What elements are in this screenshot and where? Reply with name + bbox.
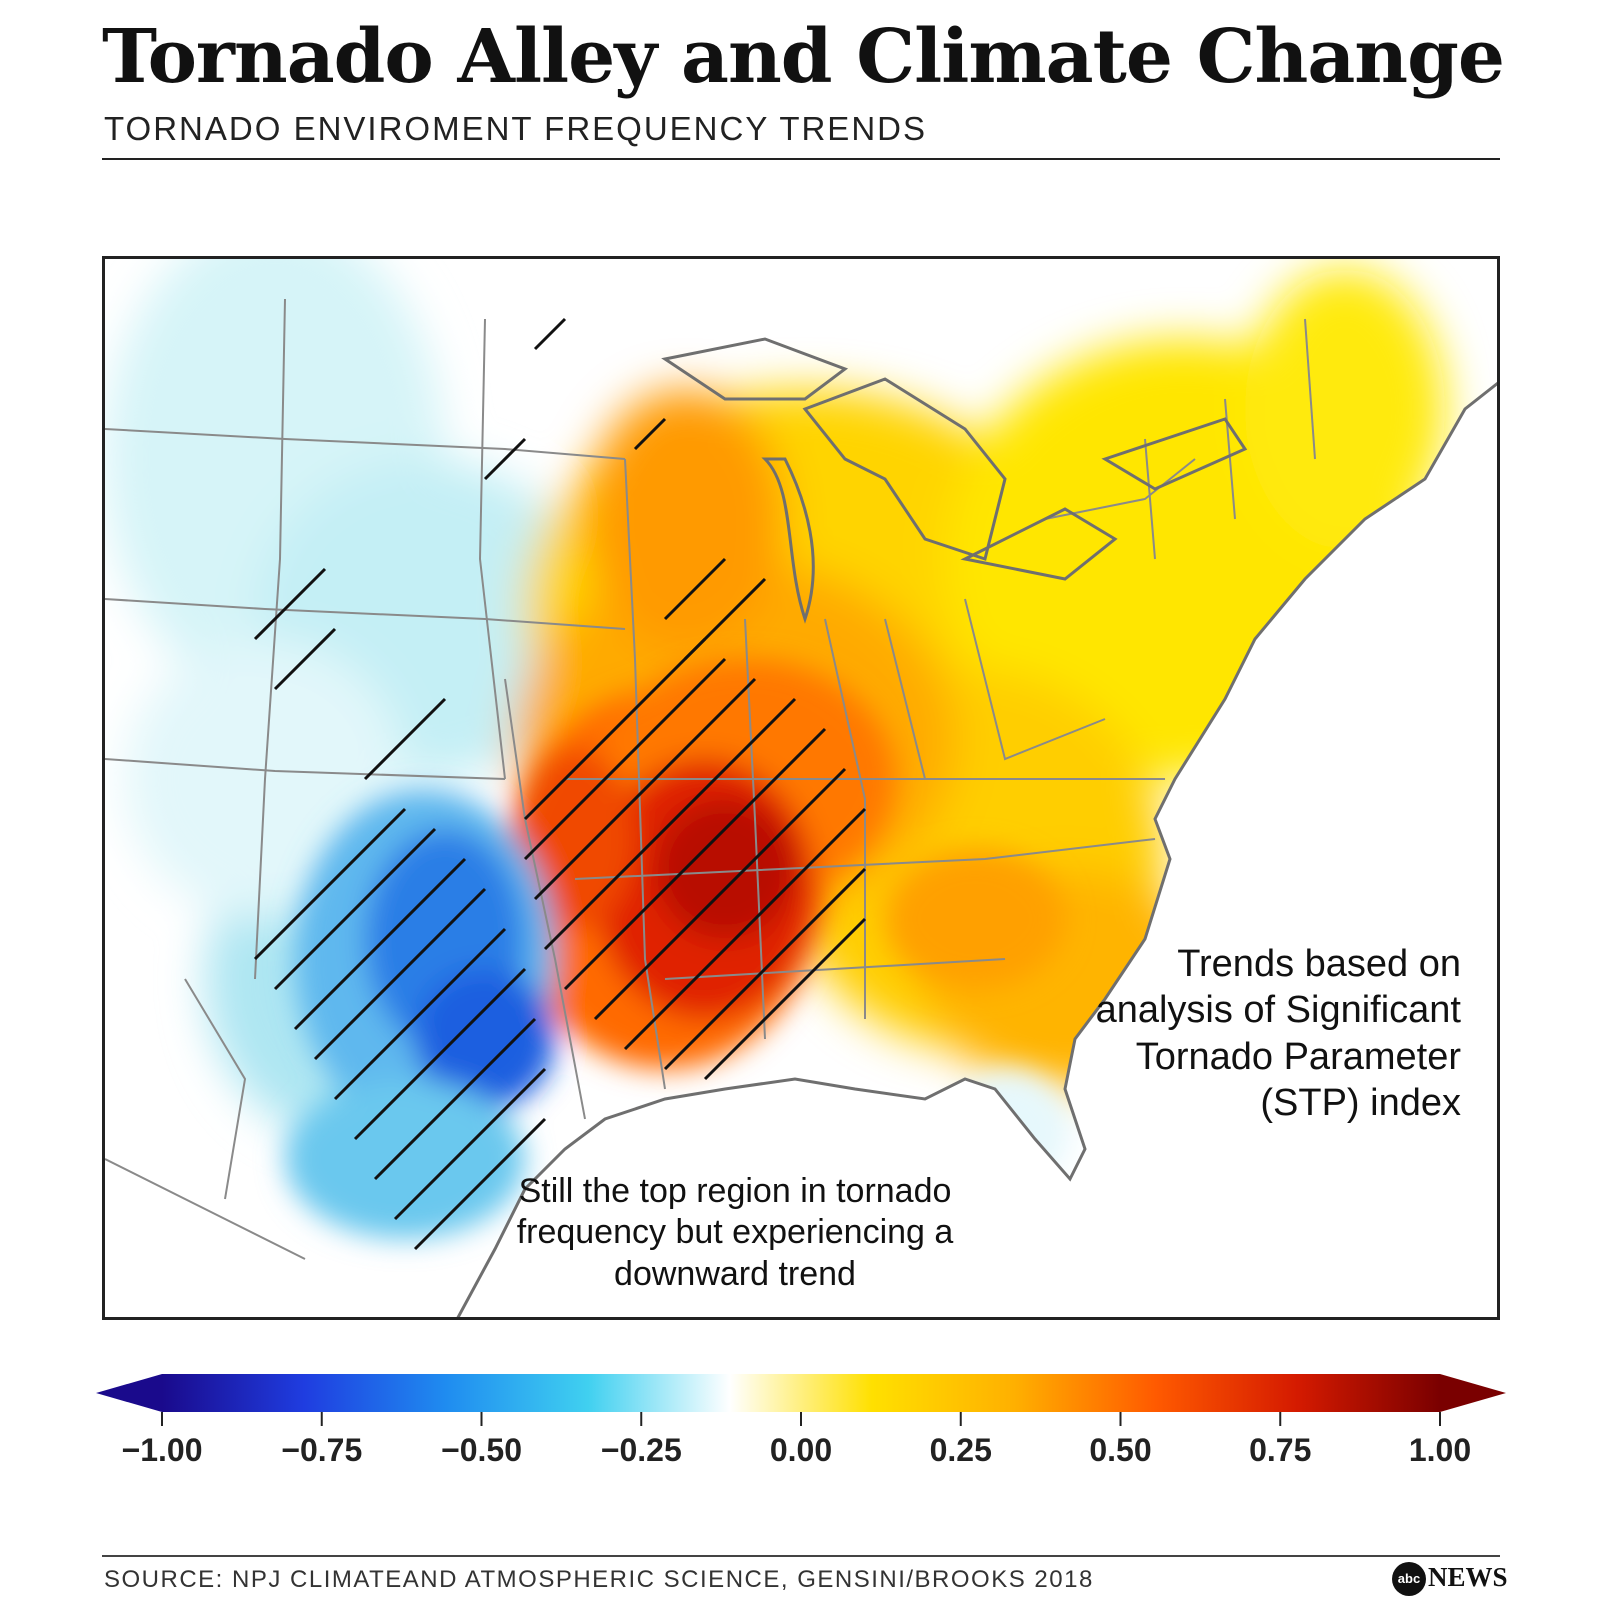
significance-hatching [253, 317, 867, 1251]
colorbar-tick-label: −0.75 [281, 1432, 363, 1468]
page-subtitle: TORNADO ENVIROMENT FREQUENCY TRENDS [104, 110, 927, 147]
colorbar-tick-label: 0.75 [1249, 1432, 1312, 1468]
stp-note-line-4: (STP) index [1260, 1082, 1461, 1125]
footer-divider [102, 1555, 1500, 1557]
colorbar-low-extend-arrow [96, 1374, 162, 1412]
abc-logo-text: NEWS [1428, 1562, 1508, 1592]
colorbar [96, 1374, 1506, 1426]
trend-note-line-1: Still the top region in tornado [518, 1172, 952, 1210]
downward-trend-note: Still the top region in tornado frequenc… [475, 1171, 995, 1295]
map-graphic [105, 259, 1497, 1317]
colorbar-tick-label: −1.00 [121, 1432, 203, 1468]
colorbar-tick-label: −0.50 [441, 1432, 522, 1468]
abc-logo-mark: abc [1392, 1562, 1426, 1596]
stp-note-line-2: analysis of Significant [1095, 989, 1461, 1032]
trend-note-line-3: downward trend [614, 1254, 856, 1293]
colorbar-gradient [162, 1374, 1440, 1412]
stp-note-line-3: Tornado Parameter [1135, 1035, 1461, 1078]
colorbar-tick-label: 0.25 [929, 1432, 992, 1468]
source-credit: SOURCE: NPJ CLIMATEAND ATMOSPHERIC SCIEN… [104, 1566, 1094, 1593]
colorbar-tick-label: 1.00 [1408, 1432, 1472, 1468]
colorbar-high-extend-arrow [1440, 1374, 1506, 1412]
trend-note-line-2: frequency but experiencing a [516, 1213, 954, 1252]
coastlines [456, 337, 1497, 1317]
abc-news-logo-icon: abc NEWS [1392, 1560, 1508, 1596]
stp-index-note: Trends based on analysis of Significant … [1041, 941, 1461, 1126]
page-title: Tornado Alley and Climate Change [102, 14, 1505, 100]
stp-note-line-1: Trends based on [1177, 943, 1461, 985]
colorbar-tick-label: 0.50 [1089, 1432, 1152, 1468]
colorbar-tick-label: −0.25 [600, 1432, 682, 1468]
colorbar-tick-label: 0.00 [769, 1432, 833, 1468]
trend-map: Trends based on analysis of Significant … [102, 256, 1500, 1320]
state-borders [105, 298, 1316, 1260]
header-divider [102, 158, 1500, 160]
